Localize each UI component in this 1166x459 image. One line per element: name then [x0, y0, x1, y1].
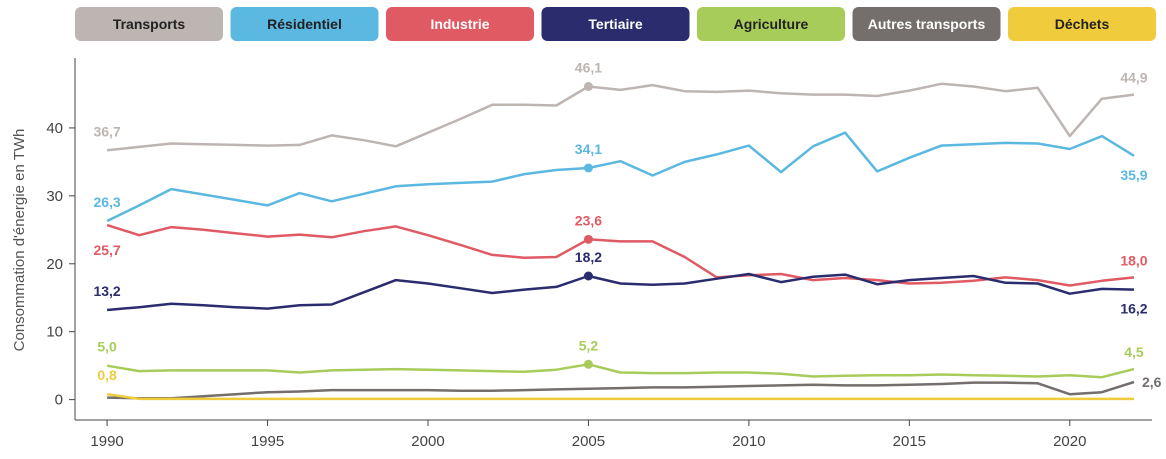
y-tick-label: 40: [46, 120, 63, 137]
value-label: 18,2: [575, 249, 602, 265]
value-label: 34,1: [575, 141, 602, 157]
x-tick-label: 2020: [1053, 433, 1086, 450]
x-tick-label: 1995: [251, 433, 284, 450]
value-label: 4,5: [1124, 344, 1144, 360]
value-label: 26,3: [93, 194, 120, 210]
legend-button[interactable]: [541, 7, 690, 41]
value-label: 36,7: [93, 123, 120, 139]
x-tick-label: 2000: [411, 433, 444, 450]
value-label: 2,6: [1142, 374, 1162, 390]
y-tick-label: 30: [46, 188, 63, 205]
value-label: 23,6: [575, 212, 602, 228]
series-line: [106, 223, 1135, 287]
value-label: 35,9: [1120, 167, 1147, 183]
legend-button[interactable]: [697, 7, 845, 41]
value-label: 5,0: [97, 339, 117, 355]
value-label: 44,9: [1120, 70, 1147, 86]
value-label: 16,2: [1120, 301, 1147, 317]
point-marker: [583, 81, 593, 91]
series-line: [106, 82, 1135, 152]
value-label: 0,8: [97, 367, 117, 383]
y-tick-label: 20: [46, 256, 63, 273]
x-tick-label: 2010: [732, 433, 765, 450]
point-marker: [583, 234, 593, 244]
point-marker: [583, 163, 593, 173]
value-label: 13,2: [93, 283, 120, 299]
x-tick-label: 2015: [893, 433, 926, 450]
y-tick-label: 10: [46, 324, 63, 341]
legend-button[interactable]: [1008, 7, 1156, 41]
legend-button[interactable]: [852, 7, 1001, 41]
value-label: 25,7: [93, 242, 120, 258]
legend-label[interactable]: Transports: [113, 16, 186, 32]
legend-label[interactable]: Déchets: [1055, 16, 1110, 32]
series-line: [106, 363, 1135, 379]
legend-label[interactable]: Industrie: [430, 16, 489, 32]
series-line: [106, 131, 1135, 223]
y-tick-label: 0: [55, 392, 63, 409]
legend-label[interactable]: Autres transports: [868, 16, 986, 32]
value-label: 46,1: [575, 59, 602, 75]
series-line: [106, 272, 1135, 312]
value-label: 18,0: [1120, 252, 1147, 268]
legend-label[interactable]: Agriculture: [734, 16, 809, 32]
point-marker: [583, 271, 593, 281]
y-axis-label: Consommation d'énergie en TWh: [11, 129, 28, 352]
x-tick-label: 2005: [572, 433, 605, 450]
value-label: 5,2: [579, 337, 599, 353]
legend-label[interactable]: Résidentiel: [267, 16, 342, 32]
legend-label[interactable]: Tertiaire: [588, 16, 642, 32]
series-line: [107, 380, 1135, 400]
legend-button[interactable]: [386, 7, 534, 41]
legend-button[interactable]: [75, 7, 223, 41]
legend-button[interactable]: [230, 7, 379, 41]
series-line: [106, 392, 1134, 401]
point-marker: [583, 359, 593, 369]
x-tick-label: 1990: [90, 433, 123, 450]
